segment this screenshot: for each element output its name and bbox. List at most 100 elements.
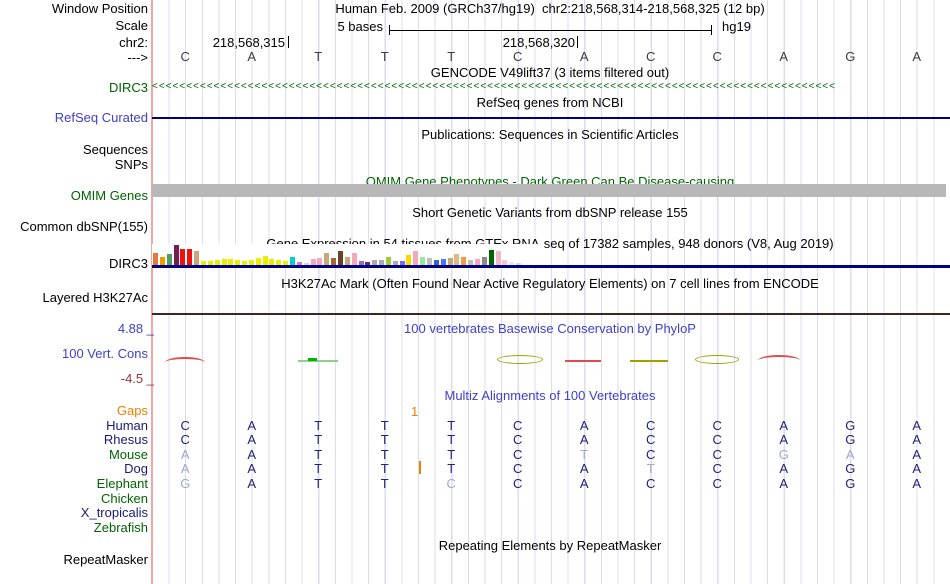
alignment-base: T	[314, 476, 323, 491]
track-label-sequences[interactable]: Sequences	[82, 142, 148, 157]
alignment-base: A	[779, 418, 789, 433]
gtex-tissue-bar	[248, 260, 254, 265]
alignment-base: C	[712, 476, 722, 491]
gtex-tissue-bar	[399, 261, 405, 265]
track-label-common-dbsnp[interactable]: Common dbSNP(155)	[20, 219, 148, 234]
alignment-base: T	[314, 447, 323, 462]
coordinate-right-tick	[577, 36, 578, 48]
gtex-tissue-bar	[200, 261, 206, 265]
gtex-tissue-bar	[358, 261, 364, 265]
alignment-base: C	[712, 447, 722, 462]
reference-base: A	[247, 49, 257, 64]
alignment-base: T	[380, 432, 389, 447]
gtex-tissue-bar	[221, 259, 227, 265]
track-label-refseq-curated[interactable]: RefSeq Curated	[54, 110, 148, 125]
gtex-tissue-bar	[194, 251, 200, 265]
track-title-gencode[interactable]: GENCODE V49lift37 (3 items filtered out)	[430, 65, 670, 80]
alignment-base: A	[779, 432, 789, 447]
alignment-base: T	[380, 447, 389, 462]
alignment-base: C	[513, 461, 523, 476]
track-label-100-vert-cons[interactable]: 100 Vert. Cons	[62, 346, 148, 361]
alignment-base: T	[580, 447, 589, 462]
gtex-tissue-bar	[317, 258, 323, 265]
track-label-gaps[interactable]: Gaps	[116, 403, 148, 418]
alignment-base: T	[646, 461, 655, 476]
species-label-x_tropicalis[interactable]: X_tropicalis	[80, 505, 148, 520]
alignment-base: A	[579, 461, 589, 476]
alignment-base: T	[447, 432, 456, 447]
gtex-tissue-bar	[153, 253, 158, 265]
gtex-tissue-bar	[242, 261, 248, 265]
species-label-zebrafish[interactable]: Zebrafish	[93, 520, 148, 535]
reference-base: T	[447, 49, 456, 64]
track-label-snps[interactable]: SNPs	[114, 157, 148, 172]
alignment-base: T	[447, 418, 456, 433]
omim-gene-bar[interactable]	[152, 184, 946, 197]
gtex-tissue-bar	[180, 249, 186, 265]
gtex-baseline[interactable]	[152, 265, 950, 268]
h3k27ac-signal-baseline[interactable]	[152, 313, 950, 315]
species-label-mouse[interactable]: Mouse	[108, 447, 148, 462]
gtex-tissue-bar	[420, 257, 426, 265]
coordinate-right: 218,568,320	[502, 35, 575, 50]
track-label-dirc3-gtex[interactable]: DIRC3	[108, 256, 148, 271]
alignment-base: A	[247, 476, 257, 491]
gtex-tissue-bar	[516, 263, 522, 265]
species-label-elephant[interactable]: Elephant	[96, 476, 148, 491]
alignment-base: T	[380, 461, 389, 476]
track-title-multiz[interactable]: Multiz Alignments of 100 Vertebrates	[444, 388, 656, 403]
species-label-dog[interactable]: Dog	[124, 461, 148, 476]
reference-base: G	[845, 49, 856, 64]
gtex-tissue-bar	[488, 250, 494, 265]
phylop-wiggle-segment	[630, 360, 668, 362]
alignment-base: A	[779, 461, 789, 476]
dirc3-gene-strand-arrows[interactable]: <<<<<<<<<<<<<<<<<<<<<<<<<<<<<<<<<<<<<<<<…	[152, 81, 836, 92]
gtex-tissue-bar	[207, 261, 213, 265]
gtex-tissue-bar	[324, 253, 330, 265]
alignment-base: C	[646, 447, 656, 462]
alignment-base: C	[712, 432, 722, 447]
track-title-publications[interactable]: Publications: Sequences in Scientific Ar…	[421, 127, 679, 142]
gtex-tissue-bar	[379, 260, 385, 265]
track-label-layered-h3k27ac[interactable]: Layered H3K27Ac	[42, 290, 148, 305]
track-title-refseq[interactable]: RefSeq genes from NCBI	[476, 95, 624, 110]
reference-base: C	[712, 49, 722, 64]
gtex-tissue-bar	[502, 260, 508, 265]
gtex-tissue-bar	[283, 261, 289, 265]
alignment-base: A	[247, 418, 257, 433]
reference-base: C	[180, 49, 190, 64]
track-label-repeatmasker[interactable]: RepeatMasker	[63, 552, 148, 567]
alignment-base: C	[180, 432, 190, 447]
alignment-base: C	[513, 476, 523, 491]
assembly-name: Human Feb. 2009 (GRCh37/hg19)	[335, 1, 535, 16]
track-label-omim-genes[interactable]: OMIM Genes	[70, 188, 148, 203]
species-label-chicken[interactable]: Chicken	[101, 491, 148, 506]
refseq-gene-line[interactable]	[152, 117, 950, 119]
gtex-tissue-bar	[344, 257, 350, 265]
gtex-tissue-bar	[495, 251, 501, 265]
scale-value: 5 bases	[337, 19, 383, 34]
alignment-base: T	[447, 447, 456, 462]
gtex-tissue-bar	[290, 257, 295, 265]
alignment-base: A	[247, 447, 257, 462]
track-title-phylop[interactable]: 100 vertebrates Basewise Conservation by…	[404, 321, 696, 336]
scale-bar-right-tick	[711, 25, 712, 35]
phylop-wiggle-segment	[497, 355, 543, 364]
track-label-dirc3-gencode[interactable]: DIRC3	[108, 80, 148, 95]
track-title-dbsnp[interactable]: Short Genetic Variants from dbSNP releas…	[412, 205, 688, 220]
gtex-tissue-bar	[447, 258, 453, 265]
alignment-base: T	[447, 461, 456, 476]
reference-base: T	[380, 49, 389, 64]
gtex-tissue-bar	[413, 251, 419, 265]
alignment-base: C	[646, 418, 656, 433]
species-label-human[interactable]: Human	[106, 418, 148, 433]
alignment-base: T	[314, 432, 323, 447]
species-label-rhesus[interactable]: Rhesus	[103, 432, 148, 447]
track-title-repeatmasker[interactable]: Repeating Elements by RepeatMasker	[438, 538, 662, 553]
track-title-h3k27ac[interactable]: H3K27Ac Mark (Often Found Near Active Re…	[281, 276, 819, 291]
phylop-wiggle-segment	[565, 360, 601, 362]
gtex-tissue-bar	[276, 260, 282, 265]
phylop-wiggle-segment	[695, 355, 739, 364]
gtex-tissue-bar	[262, 256, 268, 265]
alignment-base: A	[912, 418, 922, 433]
